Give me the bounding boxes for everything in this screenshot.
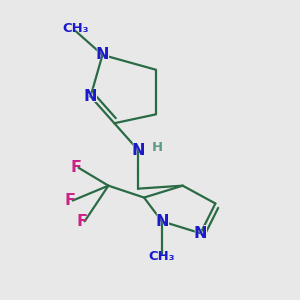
Text: H: H — [152, 140, 163, 154]
Text: N: N — [83, 87, 98, 106]
Text: N: N — [154, 212, 170, 231]
Text: N: N — [130, 140, 146, 160]
Text: N: N — [131, 142, 145, 158]
Text: N: N — [194, 226, 207, 241]
Text: CH₃: CH₃ — [62, 22, 89, 34]
Text: N: N — [84, 89, 97, 104]
Text: N: N — [155, 214, 169, 229]
Text: F: F — [70, 160, 81, 175]
Text: N: N — [193, 224, 208, 243]
Text: N: N — [94, 45, 110, 64]
Text: F: F — [64, 193, 75, 208]
Text: CH₃: CH₃ — [148, 250, 175, 263]
Text: N: N — [96, 47, 109, 62]
Text: F: F — [76, 214, 87, 229]
